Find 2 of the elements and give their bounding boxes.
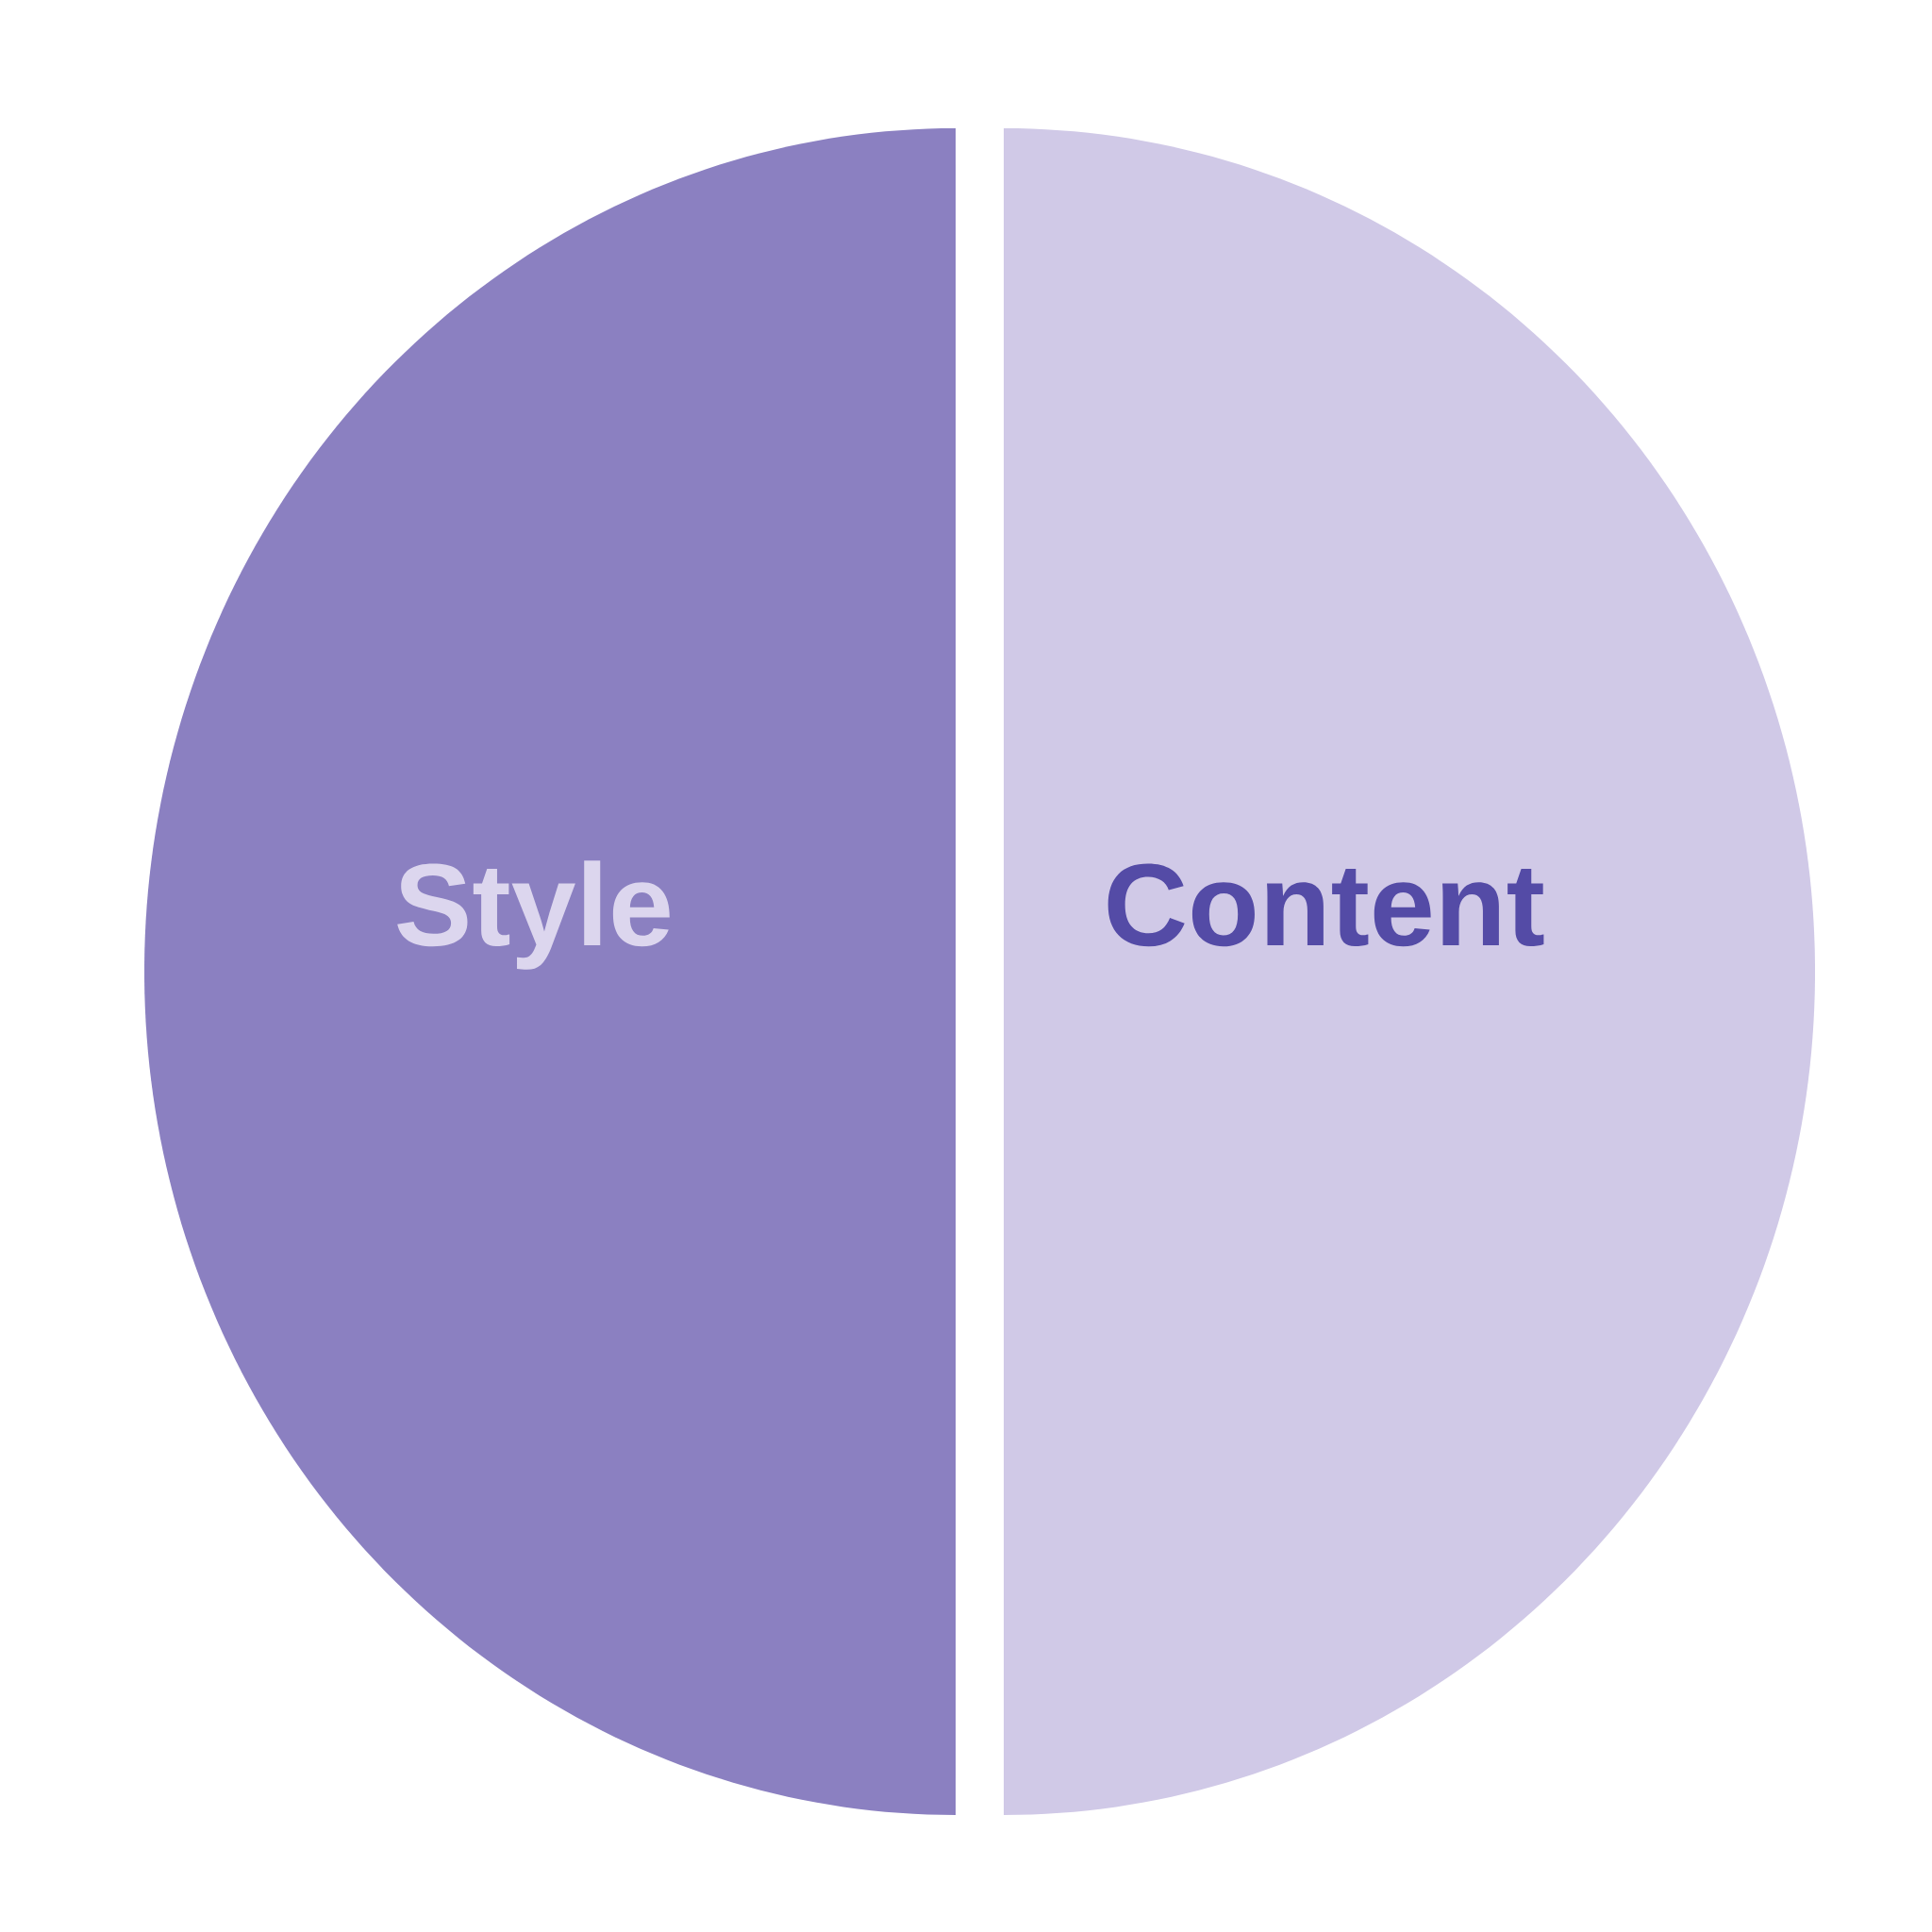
slice-label: Content [1108,863,1544,947]
slice-label: Style [397,860,670,970]
